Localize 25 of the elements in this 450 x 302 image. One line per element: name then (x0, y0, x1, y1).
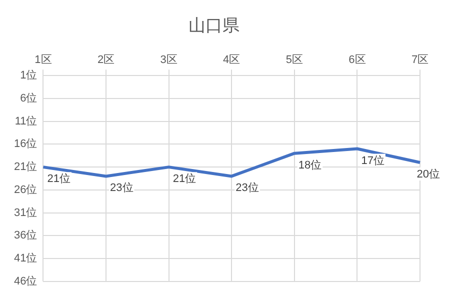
x-tick-label: 6区 (348, 54, 366, 66)
data-label: 23位 (236, 182, 259, 194)
chart-title: 山口県 (188, 16, 240, 35)
data-label: 21位 (47, 173, 70, 186)
data-label: 23位 (110, 182, 134, 194)
y-tick-label: 36位 (14, 230, 38, 242)
y-tick-label: 26位 (14, 184, 38, 196)
data-label: 20位 (416, 168, 440, 181)
y-tick-label: 1位 (20, 70, 38, 82)
y-tick-label: 21位 (14, 161, 38, 174)
x-tick-label: 1区 (34, 54, 52, 66)
y-tick-label: 46位 (14, 275, 38, 288)
y-tick-label: 6位 (20, 92, 38, 104)
x-tick-label: 2区 (97, 54, 115, 66)
y-tick-label: 11位 (14, 115, 38, 128)
x-tick-label: 4区 (223, 54, 240, 66)
x-tick-label: 7区 (411, 54, 429, 66)
data-label: 21位 (172, 173, 196, 186)
data-label: 18位 (298, 159, 322, 172)
y-tick-label: 31位 (14, 206, 38, 219)
x-tick-label: 3区 (160, 54, 178, 66)
x-tick-label: 5区 (286, 54, 303, 66)
data-label: 17位 (361, 154, 384, 167)
y-tick-label: 16位 (14, 138, 38, 150)
y-tick-label: 41位 (14, 252, 38, 265)
